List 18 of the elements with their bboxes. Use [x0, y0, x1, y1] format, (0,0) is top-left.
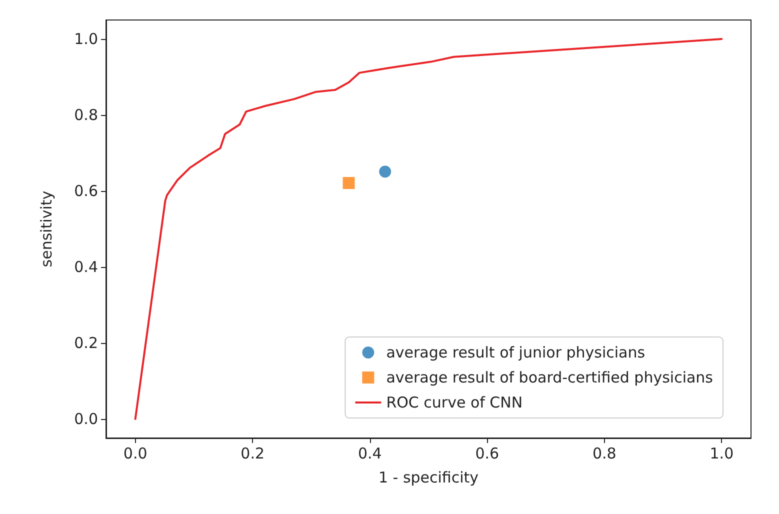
- y-tick-label: 0.4: [74, 258, 98, 276]
- x-tick-label: 0.8: [592, 444, 616, 462]
- x-tick-label: 1.0: [710, 444, 734, 462]
- x-tick-label: 0.2: [240, 444, 265, 462]
- x-tick-label: 0.0: [123, 444, 148, 462]
- y-axis-title: sensitivity: [38, 190, 56, 268]
- x-axis-title: 1 - specificity: [378, 468, 479, 486]
- y-tick-label: 0.0: [74, 410, 98, 428]
- y-tick-label: 0.8: [74, 106, 98, 124]
- y-tick-label: 0.2: [74, 334, 98, 352]
- x-tick-label: 0.6: [475, 444, 500, 462]
- x-tick-label: 0.4: [358, 444, 382, 462]
- y-tick-label: 0.6: [74, 182, 98, 200]
- y-tick-label: 1.0: [74, 30, 98, 48]
- legend-label: average result of junior physicians: [386, 344, 646, 362]
- legend-label: ROC curve of CNN: [386, 394, 523, 412]
- line-series: [134, 38, 723, 420]
- legend-label: average result of board-certified physicians: [386, 368, 714, 386]
